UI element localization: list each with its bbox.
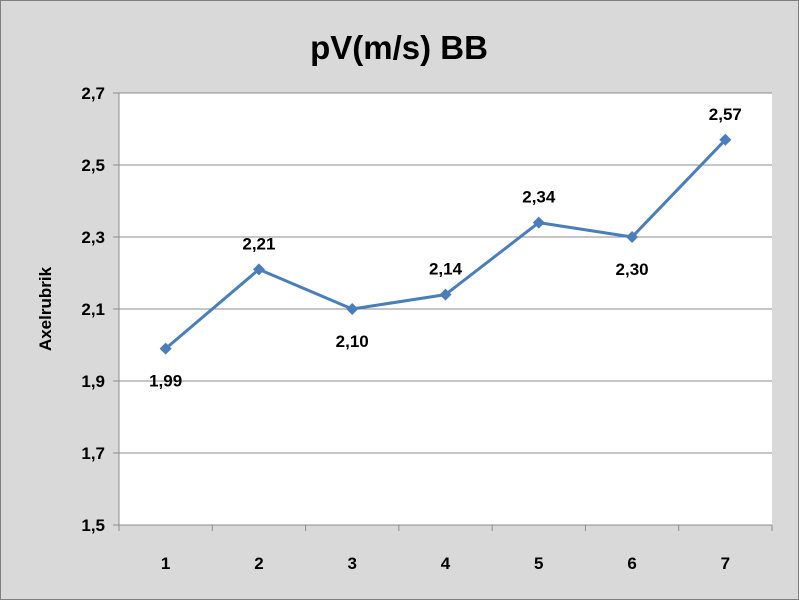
y-tick-label: 2,1 [81,300,105,319]
y-tick-label: 1,7 [81,444,105,463]
x-tick-label: 5 [534,554,543,573]
x-tick-label: 4 [441,554,451,573]
data-label: 2,30 [616,260,649,279]
data-label: 1,99 [149,372,182,391]
data-label: 2,57 [709,105,742,124]
y-tick-label: 1,5 [81,516,105,535]
x-tick-label: 1 [161,554,170,573]
data-point-marker [252,263,265,276]
data-point-marker [626,231,639,243]
markers [159,133,732,355]
x-tick-label: 6 [627,554,636,573]
chart-title: pV(m/s) BB [310,29,488,66]
axes [113,92,773,531]
data-point-marker [532,216,545,229]
data-point-marker [159,342,172,355]
x-tick-label: 2 [254,554,263,573]
x-tick-labels: 1 2 3 4 5 6 7 [161,554,730,573]
data-point-marker [439,288,452,301]
data-label: 2,34 [522,188,556,207]
data-labels: 1,99 2,21 2,10 2,14 2,34 2,30 2,57 [149,105,742,391]
y-tick-label: 2,3 [81,228,105,247]
data-label: 2,21 [242,234,275,253]
data-label: 2,14 [429,260,463,279]
y-tick-label: 2,7 [81,84,105,103]
x-tick-label: 7 [721,554,730,573]
y-tick-label: 2,5 [81,156,105,175]
data-label: 2,10 [336,332,369,351]
data-point-marker [346,303,359,315]
y-tick-labels: 1,5 1,7 1,9 2,1 2,3 2,5 2,7 [81,84,105,535]
y-axis-label: Axelrubrik [36,266,55,351]
data-point-marker [719,133,732,146]
y-tick-label: 1,9 [81,372,105,391]
x-tick-label: 3 [347,554,356,573]
gridlines [119,92,772,454]
